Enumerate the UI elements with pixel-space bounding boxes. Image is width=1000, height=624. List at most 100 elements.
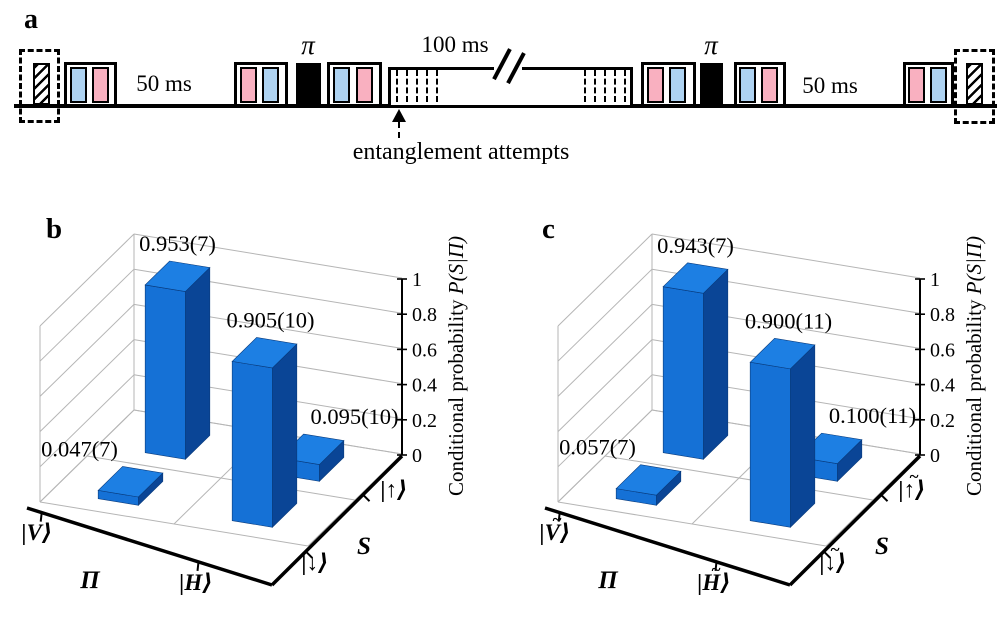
z-tick-label: 1 xyxy=(412,269,422,291)
pink-pulse xyxy=(92,67,109,103)
init-marker-box-right xyxy=(954,49,995,124)
attempt-tick xyxy=(406,70,408,102)
floor-line xyxy=(604,455,874,501)
chart-grid xyxy=(39,233,403,547)
s-axis-tick xyxy=(880,493,889,502)
panel-a-label: a xyxy=(24,4,38,35)
delay-label-mid: 100 ms xyxy=(421,32,489,57)
pulse-group-5 xyxy=(734,62,786,107)
grid-line xyxy=(133,233,403,279)
pi-axis-tick xyxy=(714,561,718,572)
attempt-tick xyxy=(396,70,398,102)
z-tick-label: 0.8 xyxy=(930,304,955,326)
bar-front-face xyxy=(662,286,704,460)
pi-pulse-box-2 xyxy=(700,63,723,107)
z-tick-label: 0 xyxy=(412,445,422,467)
tilde-mark: ~ xyxy=(831,540,840,559)
attempt-tick xyxy=(416,70,418,102)
arrow-up-icon xyxy=(392,109,406,122)
pi-pulse-box-1 xyxy=(296,63,321,107)
chart-axes: 0 0.2 0.4 0.6 0.8 1 xyxy=(544,269,955,587)
blue-pulse xyxy=(739,67,756,103)
grid-line xyxy=(39,339,135,432)
pi-pulse-label-2: π xyxy=(704,30,718,60)
z-tick-label: 0.4 xyxy=(412,375,437,397)
z-tick-label: 0.4 xyxy=(930,375,955,397)
bar3d-chart-b: 00.20.40.60.810.953(7)0.095(10)0.047(7)0… xyxy=(22,213,468,595)
blue-pulse xyxy=(262,67,279,103)
delay-label-2: 50 ms xyxy=(802,73,858,98)
grid-line xyxy=(39,374,135,468)
blue-pulse xyxy=(669,67,686,103)
s-axis-tick xyxy=(305,550,314,559)
s-axis xyxy=(788,454,922,587)
chart-axes: 0 0.2 0.4 0.6 0.8 1 xyxy=(26,269,437,587)
delay-label-1: 50 ms xyxy=(136,71,192,96)
attempt-tick xyxy=(624,70,626,102)
blue-pulse xyxy=(930,67,947,103)
bar-value-label: 0.905(10) xyxy=(226,307,314,332)
chart-value-labels: 0.943(7) 0.100(11) 0.057(7) 0.900(11) xyxy=(559,233,916,460)
chart-axis-labels: |V⟩ |H⟩ Π |↓⟩ |↑⟩ S Conditional probability P(… xyxy=(22,213,468,595)
pink-pulse xyxy=(356,67,373,103)
tilde-mark: ~ xyxy=(553,510,562,529)
axis-break-gap xyxy=(494,63,522,72)
bar-side-face xyxy=(185,266,211,460)
attempt-tick xyxy=(604,70,606,102)
s-axis-title: S xyxy=(357,533,371,560)
bar-front-face xyxy=(749,361,791,528)
z-tick-label: 0.2 xyxy=(930,410,955,432)
s-category-label: |↑⟩ xyxy=(380,477,407,502)
pink-pulse xyxy=(647,67,664,103)
floor-line xyxy=(86,455,356,501)
grid-line xyxy=(651,233,921,279)
panel-letter: c xyxy=(542,213,555,245)
s-axis xyxy=(270,454,404,587)
attempt-tick xyxy=(594,70,596,102)
chart-bars xyxy=(615,262,863,528)
pi-axis-tick xyxy=(557,512,561,522)
chart-bars xyxy=(97,260,345,528)
bar-side-face xyxy=(272,343,298,528)
bar-side-face xyxy=(790,344,816,528)
grid-line xyxy=(557,304,653,397)
pi-axis-tick xyxy=(39,512,43,522)
bar-value-label: 0.100(11) xyxy=(829,403,916,428)
z-axis-title: Conditional probability P(S|Π) xyxy=(962,236,986,496)
z-tick-label: 0.2 xyxy=(412,410,437,432)
z-tick-label: 1 xyxy=(930,269,940,291)
s-axis-tick xyxy=(362,493,371,502)
bar-top-face xyxy=(97,466,164,498)
pi-axis-tick xyxy=(196,561,200,572)
blue-pulse xyxy=(70,67,87,103)
pulse-group-1 xyxy=(64,62,117,107)
s-category-label: |↓⟩ xyxy=(819,550,846,575)
s-category-label: |↑⟩ xyxy=(898,477,925,502)
s-category-label: |↓⟩ xyxy=(301,550,328,575)
bar-value-label: 0.047(7) xyxy=(41,436,118,461)
timeline xyxy=(14,104,997,108)
bar-value-label: 0.943(7) xyxy=(657,233,734,258)
z-tick-label: 0.8 xyxy=(412,304,437,326)
pink-pulse xyxy=(240,67,257,103)
z-axis-title: Conditional probability P(S|Π) xyxy=(444,236,468,496)
bar-top-face xyxy=(615,464,682,496)
pi-axis-title: Π xyxy=(79,567,101,594)
bar-value-label: 0.095(10) xyxy=(310,404,398,429)
init-marker-box-left xyxy=(19,49,60,123)
bar-value-label: 0.953(7) xyxy=(139,231,216,256)
hatched-pulse-right xyxy=(966,63,983,105)
bar-top-face xyxy=(749,338,816,370)
attempt-tick xyxy=(584,70,586,102)
pi-category-label: |H⟩ xyxy=(697,570,730,595)
z-tick-label: 0.6 xyxy=(930,339,955,361)
pi-axis xyxy=(26,506,273,587)
bar-value-label: 0.900(11) xyxy=(745,308,832,333)
pulse-group-2 xyxy=(234,62,288,107)
grid-line xyxy=(39,268,135,362)
bar-top-face xyxy=(231,337,298,369)
pulse-group-3 xyxy=(327,62,382,107)
bar-top-face xyxy=(144,260,211,292)
